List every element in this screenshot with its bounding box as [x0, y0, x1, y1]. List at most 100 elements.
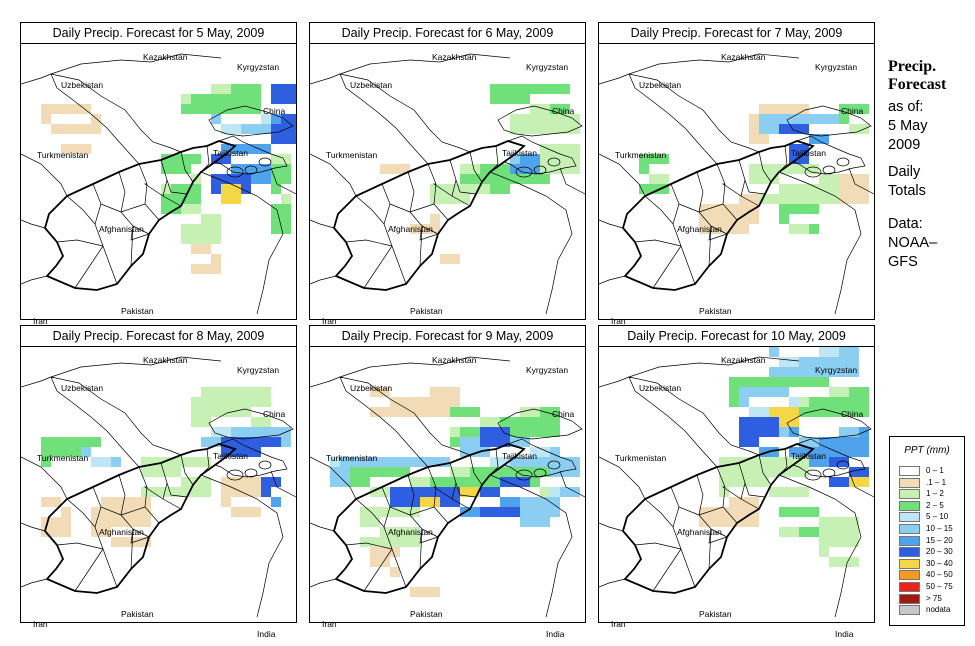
country-label: Tajikistan: [213, 148, 248, 158]
country-label: Kyrgyzstan: [237, 62, 280, 72]
country-label: Turkmenistan: [615, 150, 667, 160]
country-label: Pakistan: [410, 306, 443, 316]
panel-title: Daily Precip. Forecast for 9 May, 2009: [310, 326, 585, 347]
country-label: Uzbekistan: [639, 383, 682, 393]
precip-map: [21, 356, 296, 618]
precip-cells: [699, 347, 869, 567]
legend-label: > 75: [926, 593, 942, 603]
legend-title: PPT (mm): [904, 445, 950, 456]
country-label: Tajikistan: [791, 148, 826, 158]
forecast-panel: Daily Precip. Forecast for 8 May, 2009 Uz…: [20, 325, 297, 639]
legend-label: .1 – 1: [926, 477, 947, 487]
legend-swatch: [899, 582, 920, 592]
forecast-panel: Daily Precip. Forecast for 6 May, 2009 Uz…: [309, 22, 586, 336]
legend-label: 50 – 75: [926, 582, 953, 591]
as-of-block: as of: 5 May 2009: [888, 98, 973, 155]
country-label: Uzbekistan: [61, 383, 104, 393]
boundaries: [599, 53, 874, 315]
country-label: Afghanistan: [677, 527, 722, 537]
country-label: Afghanistan: [99, 224, 144, 234]
country-label: India: [257, 629, 276, 639]
as-of-date: 5 May: [888, 118, 928, 134]
forecast-panel: Daily Precip. Forecast for 5 May, 2009 Uz…: [20, 22, 297, 336]
country-label: Iran: [322, 619, 337, 629]
country-label: Turkmenistan: [37, 150, 89, 160]
country-label: Kazakhstan: [143, 52, 188, 62]
precip-cells: [380, 84, 580, 264]
country-label: Afghanistan: [677, 224, 722, 234]
country-label: India: [546, 629, 565, 639]
legend-label: 2 – 5: [926, 500, 944, 510]
afghanistan-border: [333, 140, 526, 291]
legend-label: 15 – 20: [926, 535, 953, 545]
country-label: Iran: [611, 316, 626, 326]
country-label: China: [552, 409, 575, 419]
as-of-year: 2009: [888, 137, 921, 153]
country-label: Kazakhstan: [143, 355, 188, 365]
data-source-model: GFS: [888, 254, 918, 270]
boundaries: [310, 356, 585, 618]
afghanistan-border: [622, 443, 815, 594]
country-label: Iran: [322, 316, 337, 326]
legend-label: 20 – 30: [926, 547, 953, 557]
panel-title: Daily Precip. Forecast for 5 May, 2009: [21, 23, 296, 44]
country-label: China: [841, 409, 864, 419]
legend-swatch: [899, 570, 920, 581]
afghanistan-border: [333, 443, 526, 594]
precip-cells: [639, 104, 869, 234]
country-label: Kazakhstan: [432, 52, 477, 62]
country-label: Pakistan: [121, 609, 154, 619]
legend-swatch: [899, 547, 920, 558]
totals-line1: Daily: [888, 164, 921, 180]
sidebar-title-line2: Forecast: [888, 76, 947, 93]
country-label: Afghanistan: [99, 527, 144, 537]
boundaries: [599, 356, 874, 618]
legend-label: 0 – 1: [926, 466, 944, 475]
forecast-panel: Daily Precip. Forecast for 7 May, 2009 Uz…: [598, 22, 875, 336]
country-label: China: [552, 106, 575, 116]
legend-swatch: [899, 605, 920, 616]
country-label: Tajikistan: [791, 451, 826, 461]
country-label: Tajikistan: [502, 451, 537, 461]
country-label: Kyrgyzstan: [815, 62, 858, 72]
precip-map: [599, 347, 874, 618]
country-label: Kazakhstan: [721, 52, 766, 62]
forecast-panel: Daily Precip. Forecast for 10 May, 2009 U…: [598, 325, 875, 639]
legend-swatch: [899, 558, 920, 569]
country-label: Turkmenistan: [615, 453, 667, 463]
country-label: Pakistan: [699, 609, 732, 619]
totals-line2: Totals: [888, 183, 926, 199]
precip-map: [599, 53, 874, 315]
country-label: China: [263, 106, 286, 116]
totals-block: Daily Totals: [888, 163, 973, 201]
legend-swatch: [899, 593, 920, 604]
panel-title: Daily Precip. Forecast for 7 May, 2009: [599, 23, 874, 44]
panel-title: Daily Precip. Forecast for 6 May, 2009: [310, 23, 585, 44]
precip-cells: [41, 84, 296, 274]
legend-swatch: [899, 512, 920, 523]
legend-swatch: [899, 500, 920, 511]
as-of-label: as of:: [888, 99, 924, 115]
data-source-label: Data:: [888, 216, 923, 232]
legend-label: 1 – 2: [926, 489, 944, 499]
boundaries: [310, 53, 585, 315]
legend-swatch: [899, 477, 920, 488]
country-label: Kyrgyzstan: [237, 365, 280, 375]
country-label: Afghanistan: [388, 527, 433, 537]
precip-map: [310, 356, 585, 618]
data-source-name: NOAA–: [888, 235, 938, 251]
country-label: Turkmenistan: [326, 150, 378, 160]
country-label: Kazakhstan: [432, 355, 477, 365]
country-label: Pakistan: [121, 306, 154, 316]
precip-map: [21, 53, 296, 315]
sidebar: Precip. Forecast as of: 5 May 2009 Daily…: [888, 58, 973, 272]
country-label: Iran: [33, 619, 48, 629]
legend-swatch: [899, 524, 920, 534]
country-label: Afghanistan: [388, 224, 433, 234]
country-label: India: [835, 629, 854, 639]
afghanistan-border: [622, 140, 815, 291]
forecast-panel: Daily Precip. Forecast for 9 May, 2009 Uz…: [309, 325, 586, 639]
legend-label: 40 – 50: [926, 570, 953, 580]
country-label: Tajikistan: [213, 451, 248, 461]
